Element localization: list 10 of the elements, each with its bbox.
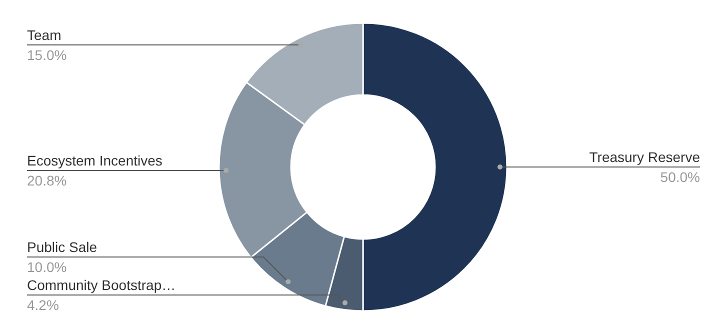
slice-label: Public Sale (27, 239, 98, 255)
slice-label: Treasury Reserve (589, 149, 700, 165)
data-label: 4.2% (27, 297, 59, 313)
slice-label: Ecosystem Incentives (27, 152, 162, 168)
data-label: 20.8% (27, 172, 67, 188)
slice-label: Team (27, 26, 62, 43)
data-label: 50.0% (660, 169, 700, 185)
data-label: 15.0% (27, 46, 67, 63)
data-label: 10.0% (27, 259, 67, 275)
slice-label: Community Bootstrap… (27, 277, 176, 293)
